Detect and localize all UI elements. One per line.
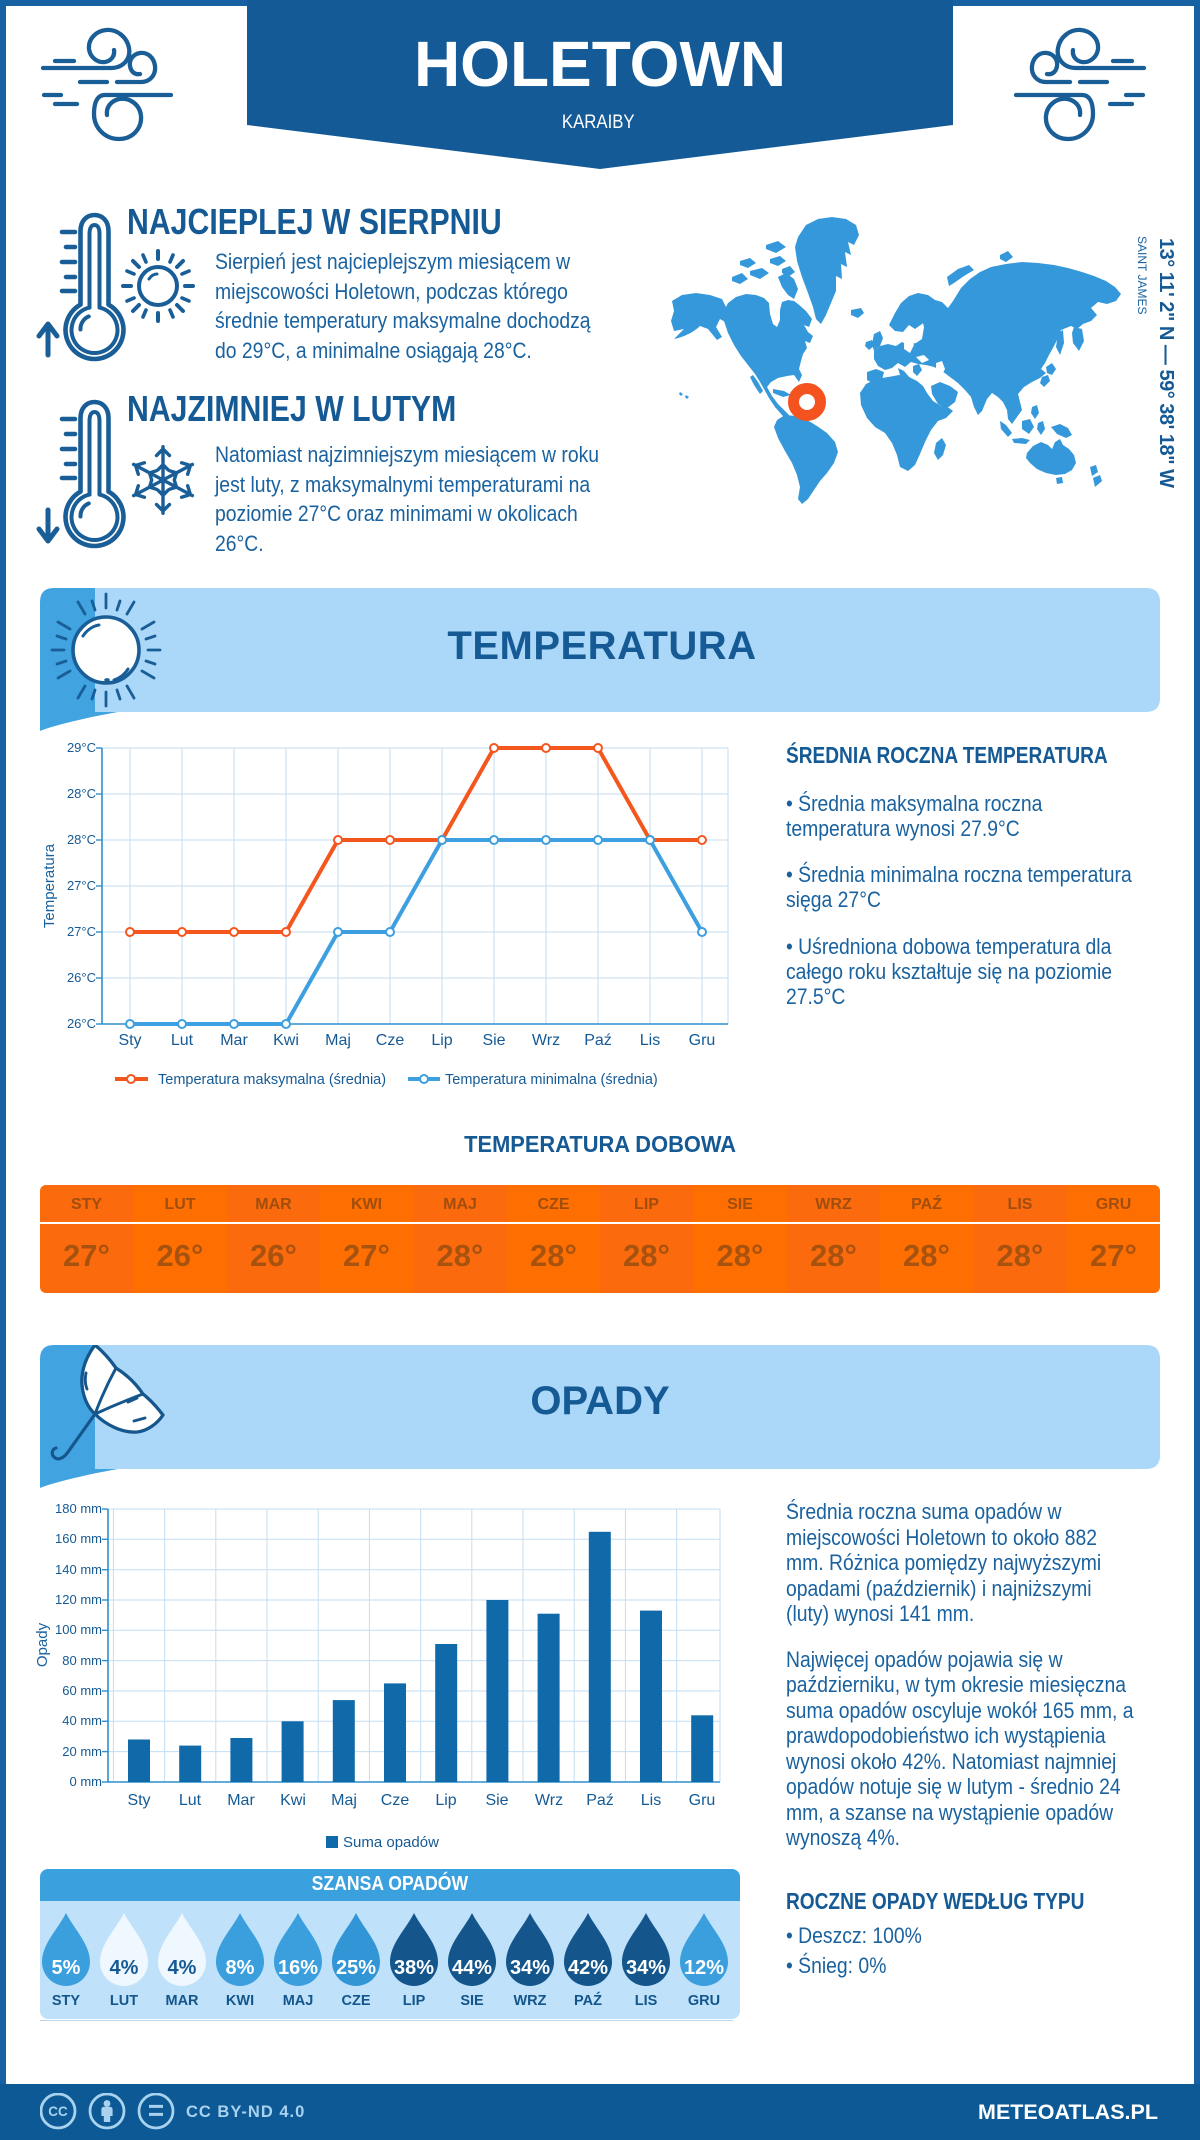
svg-text:4%: 4%	[168, 1957, 197, 1979]
svg-text:180 mm: 180 mm	[55, 1501, 102, 1516]
svg-text:CC: CC	[48, 2104, 68, 2119]
svg-text:Lip: Lip	[431, 1032, 452, 1049]
svg-text:160 mm: 160 mm	[55, 1531, 102, 1546]
svg-text:Mar: Mar	[220, 1032, 248, 1049]
svg-text:27°C: 27°C	[67, 924, 96, 939]
svg-text:Sty: Sty	[127, 1792, 150, 1809]
svg-text:Cze: Cze	[376, 1032, 405, 1049]
svg-text:Wrz: Wrz	[535, 1792, 563, 1809]
svg-text:Mar: Mar	[227, 1792, 255, 1809]
svg-text:Wrz: Wrz	[532, 1032, 560, 1049]
svg-text:Maj: Maj	[331, 1792, 357, 1809]
svg-text:38%: 38%	[394, 1957, 434, 1979]
svg-text:Gru: Gru	[689, 1032, 716, 1049]
svg-text:42%: 42%	[568, 1957, 608, 1979]
svg-text:80 mm: 80 mm	[62, 1653, 102, 1668]
svg-text:Lip: Lip	[435, 1792, 456, 1809]
svg-text:20 mm: 20 mm	[62, 1744, 102, 1759]
svg-text:Opady: Opady	[34, 1622, 51, 1667]
svg-text:4%: 4%	[110, 1957, 139, 1979]
svg-text:Temperatura: Temperatura	[41, 843, 58, 928]
svg-text:Temperatura minimalna (średnia: Temperatura minimalna (średnia)	[445, 1072, 658, 1088]
svg-text:Sie: Sie	[485, 1792, 508, 1809]
svg-text:Paź: Paź	[586, 1792, 614, 1809]
svg-text:Cze: Cze	[381, 1792, 410, 1809]
svg-text:Temperatura maksymalna (średni: Temperatura maksymalna (średnia)	[158, 1072, 386, 1088]
svg-text:40 mm: 40 mm	[62, 1713, 102, 1728]
svg-text:Gru: Gru	[689, 1792, 716, 1809]
svg-text:Sty: Sty	[118, 1032, 141, 1049]
svg-text:60 mm: 60 mm	[62, 1683, 102, 1698]
svg-text:34%: 34%	[510, 1957, 550, 1979]
svg-text:Lis: Lis	[641, 1792, 661, 1809]
svg-text:Sie: Sie	[482, 1032, 505, 1049]
svg-text:Kwi: Kwi	[280, 1792, 306, 1809]
svg-text:Lut: Lut	[171, 1032, 194, 1049]
svg-text:44%: 44%	[452, 1957, 492, 1979]
svg-text:26°C: 26°C	[67, 970, 96, 985]
svg-text:8%: 8%	[226, 1957, 255, 1979]
svg-text:26°C: 26°C	[67, 1016, 96, 1031]
svg-text:27°C: 27°C	[67, 878, 96, 893]
svg-text:Paź: Paź	[584, 1032, 612, 1049]
svg-text:5%: 5%	[52, 1957, 81, 1979]
svg-text:Lis: Lis	[640, 1032, 660, 1049]
svg-text:Kwi: Kwi	[273, 1032, 299, 1049]
svg-text:34%: 34%	[626, 1957, 666, 1979]
svg-text:16%: 16%	[278, 1957, 318, 1979]
svg-text:28°C: 28°C	[67, 786, 96, 801]
svg-text:12%: 12%	[684, 1957, 724, 1979]
svg-text:Maj: Maj	[325, 1032, 351, 1049]
svg-text:25%: 25%	[336, 1957, 376, 1979]
svg-text:29°C: 29°C	[67, 740, 96, 755]
svg-text:0 mm: 0 mm	[70, 1774, 103, 1789]
svg-text:140 mm: 140 mm	[55, 1562, 102, 1577]
svg-text:120 mm: 120 mm	[55, 1592, 102, 1607]
svg-text:Lut: Lut	[179, 1792, 202, 1809]
svg-text:100 mm: 100 mm	[55, 1622, 102, 1637]
svg-text:Suma opadów: Suma opadów	[343, 1834, 439, 1851]
svg-text:28°C: 28°C	[67, 832, 96, 847]
